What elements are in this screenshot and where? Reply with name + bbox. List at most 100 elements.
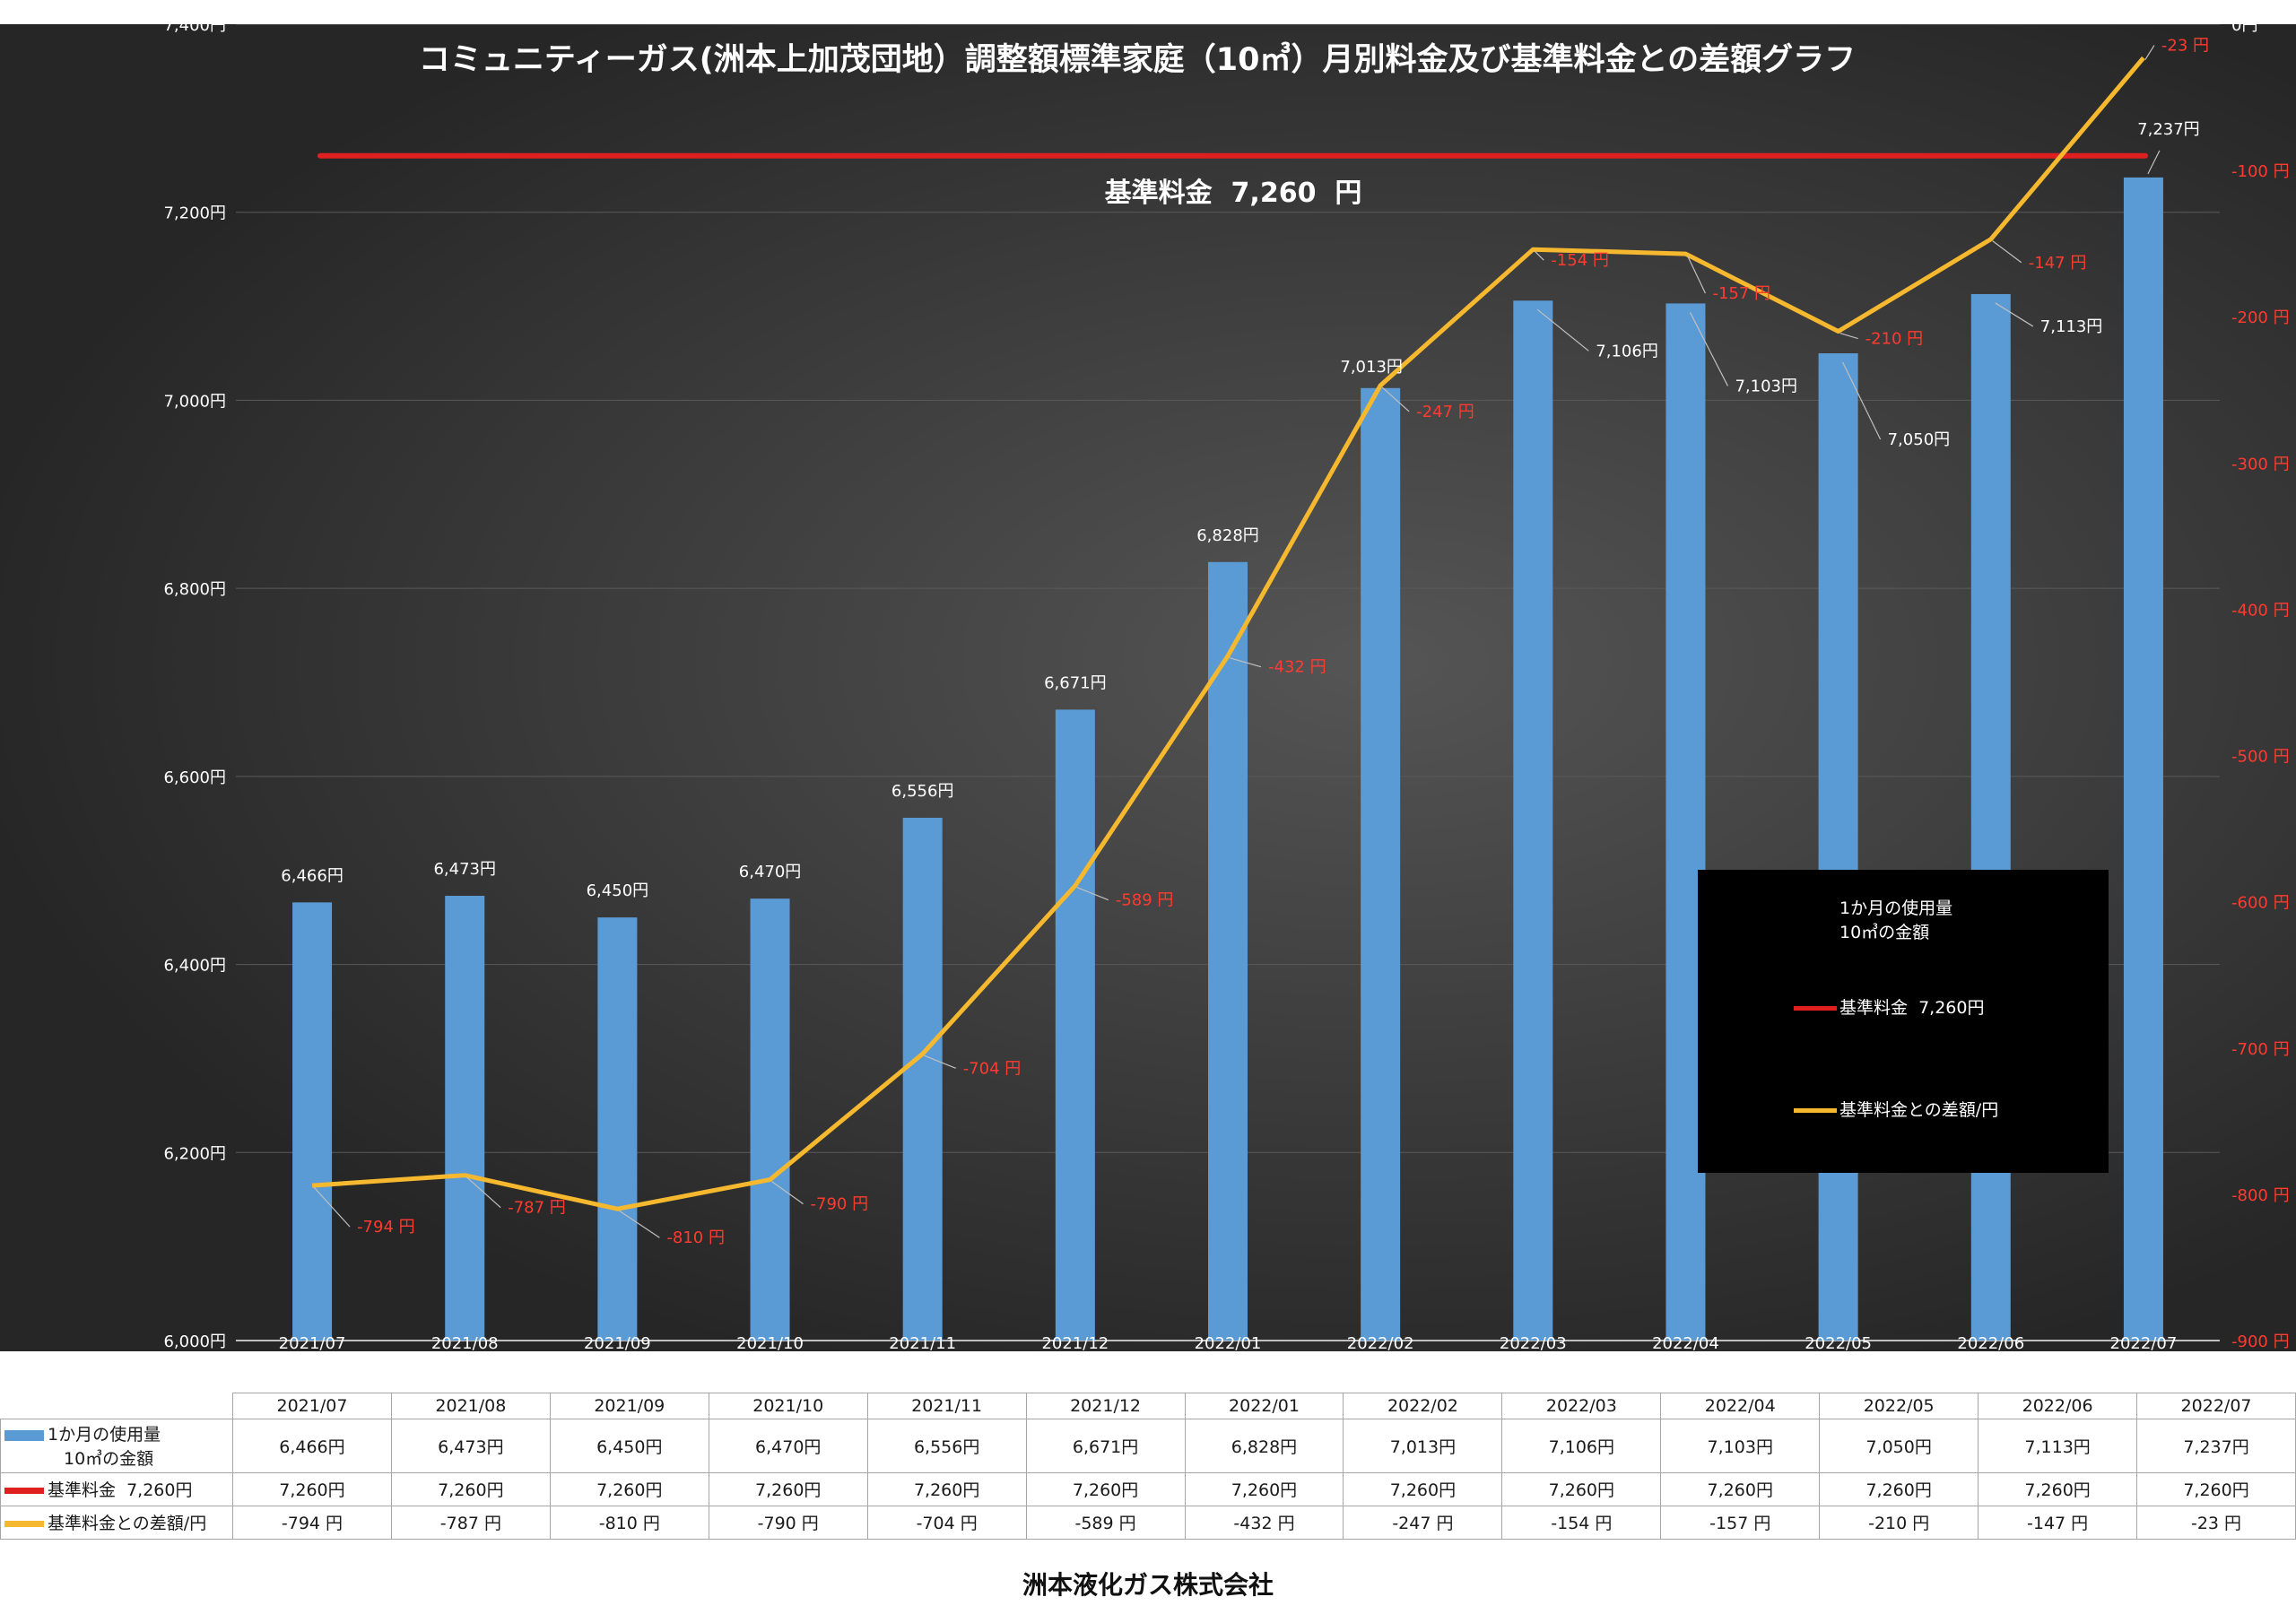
left-axis-tick-label: 6,200円 [163, 1144, 226, 1163]
x-axis-tick-label: 2022/01 [1195, 1334, 1262, 1351]
right-axis-tick-label: -700 円 [2231, 1040, 2290, 1059]
table-cell: -810 円 [549, 1505, 709, 1541]
right-axis-tick-label: -800 円 [2231, 1186, 2290, 1205]
table-cell: 6,466円 [232, 1419, 392, 1473]
table-header-cell: 2021/12 [1025, 1392, 1186, 1420]
legend: 1か月の使用量 10㎥の金額 基準料金 7,260円 基準料金との差額/円 [1698, 870, 2109, 1173]
table-cell: -704 円 [866, 1505, 1027, 1541]
bar-2022/05 [1818, 353, 1858, 1341]
bar-2021/10 [750, 898, 790, 1341]
diff-data-label: -704 円 [963, 1059, 1022, 1078]
bar-data-label: 6,450円 [587, 881, 649, 900]
table-cell: 7,260円 [390, 1471, 551, 1506]
bar-data-label: 7,013円 [1340, 358, 1403, 377]
table-header-cell: 2022/01 [1184, 1392, 1344, 1420]
table-cell: -157 円 [1660, 1505, 1821, 1541]
table-cell: 6,828円 [1184, 1419, 1344, 1473]
x-axis-tick-label: 2021/09 [584, 1334, 651, 1351]
bar-data-label: 7,113円 [2040, 317, 2103, 336]
table-header-cell: 2022/02 [1343, 1392, 1503, 1420]
diff-data-label: -247 円 [1416, 403, 1474, 421]
x-axis-tick-label: 2021/12 [1041, 1334, 1109, 1351]
table-cell: -432 円 [1184, 1505, 1344, 1541]
table-header-cell: 2021/08 [390, 1392, 551, 1420]
table-cell: 7,260円 [1660, 1471, 1821, 1506]
diff-label-leader [924, 1055, 956, 1069]
table-header-cell: 2022/03 [1501, 1392, 1662, 1420]
diff-label-leader [1229, 657, 1262, 668]
right-axis-tick-label: -200 円 [2231, 308, 2290, 327]
bar-label-leader [1842, 361, 1882, 440]
bar-2021/09 [597, 917, 638, 1341]
bar-label-leader [1536, 308, 1589, 352]
x-axis-tick-label: 2022/04 [1652, 1334, 1719, 1351]
left-axis-tick-label: 6,600円 [163, 768, 226, 787]
bar-2022/06 [1970, 293, 2011, 1341]
diff-label-leader [1686, 255, 1707, 294]
table-cell: 7,260円 [1819, 1471, 1979, 1506]
left-axis-tick-label: 7,400円 [163, 24, 226, 35]
data-labels: 6,466円 6,473円 6,450円 6,470円 6,556円 6,671円 6,82… [281, 37, 2209, 1248]
table-cell: 7,013円 [1343, 1419, 1503, 1473]
right-axis-tick-label: -300 円 [2231, 455, 2290, 473]
table-cell: 7,260円 [1343, 1471, 1503, 1506]
diff-label-leader [619, 1210, 660, 1238]
right-axis-tick-label: -600 円 [2231, 894, 2290, 913]
right-axis-tick-label: -400 円 [2231, 601, 2290, 620]
diff-line [311, 56, 2145, 1211]
bar-label-leader [1689, 312, 1728, 386]
diff-data-label: -589 円 [1116, 891, 1174, 910]
table-cell: -147 円 [1978, 1505, 2138, 1541]
table-cell: -23 円 [2136, 1505, 2296, 1541]
table-cell: 7,260円 [1025, 1471, 1186, 1506]
table-header-cell: 2021/10 [708, 1392, 868, 1420]
bar-data-label: 7,103円 [1735, 377, 1797, 395]
table-header-cell: 2022/05 [1819, 1392, 1979, 1420]
legend-base-label: 基準料金 7,260円 [1839, 998, 1984, 1018]
x-axis-tick-label: 2022/03 [1500, 1334, 1567, 1351]
x-axis-tick-label: 2022/02 [1347, 1334, 1414, 1351]
bar-2021/12 [1055, 709, 1095, 1341]
table-row: 基準料金 7,260円 7,260円 7,260円 7,260円 7,260円 7,26… [0, 1471, 2296, 1506]
bar-2022/04 [1665, 303, 1706, 1341]
table-cell: 6,450円 [549, 1419, 709, 1473]
table-header-cell: 2021/07 [232, 1392, 392, 1420]
table-cell: -210 円 [1819, 1505, 1979, 1541]
x-axis-tick-label: 2022/06 [1957, 1334, 2024, 1351]
bar-2022/02 [1361, 387, 1401, 1341]
row-label-bar: 1か月の使用量 10㎥の金額 [0, 1419, 233, 1473]
table-cell: 7,260円 [2136, 1471, 2296, 1506]
left-axis-tick-label: 6,400円 [163, 957, 226, 976]
diff-data-label: -157 円 [1712, 284, 1770, 303]
diff-label-leader [313, 1186, 351, 1228]
table-cell: -154 円 [1501, 1505, 1662, 1541]
table-cell: 7,260円 [866, 1471, 1027, 1506]
right-axis-tick-label: -500 円 [2231, 748, 2290, 767]
diff-data-label: -154 円 [1551, 251, 1609, 270]
bar-2021/07 [292, 902, 333, 1341]
table-cell: -787 円 [390, 1505, 551, 1541]
legend-diff-key [1794, 1108, 1837, 1113]
x-axis-tick-label: 2021/11 [889, 1334, 956, 1351]
bar-2022/03 [1513, 300, 1553, 1341]
table-cell: 7,260円 [1501, 1471, 1662, 1506]
company-name: 洲本液化ガス株式会社 [1022, 1570, 1274, 1600]
table-cell: 7,260円 [232, 1471, 392, 1506]
table-cell: 7,260円 [1184, 1471, 1344, 1506]
diff-label-leader [465, 1176, 501, 1209]
bar-data-label: 6,828円 [1196, 526, 1259, 545]
axes: 6,000円 6,200円 6,400円 6,600円 6,800円 7,000円 7,20… [163, 24, 2289, 1351]
row-label-diff: 基準料金との差額/円 [0, 1505, 233, 1541]
table-header-cell: 2021/09 [549, 1392, 709, 1420]
base-key-icon [4, 1488, 44, 1495]
table-header-cell: 2022/04 [1660, 1392, 1821, 1420]
table-cell: -589 円 [1025, 1505, 1186, 1541]
legend-box [1698, 870, 2109, 1173]
legend-diff-label: 基準料金との差額/円 [1839, 1100, 1998, 1120]
data-table: 2021/07 2021/08 2021/09 2021/10 2021/11 2021/… [0, 1392, 2296, 1541]
x-axis-tick-label: 2021/07 [279, 1334, 346, 1351]
x-axis-tick-label: 2022/07 [2110, 1334, 2178, 1351]
diff-label-leader [1534, 250, 1544, 261]
bar-2021/08 [445, 896, 485, 1341]
bar-2022/01 [1208, 561, 1248, 1341]
